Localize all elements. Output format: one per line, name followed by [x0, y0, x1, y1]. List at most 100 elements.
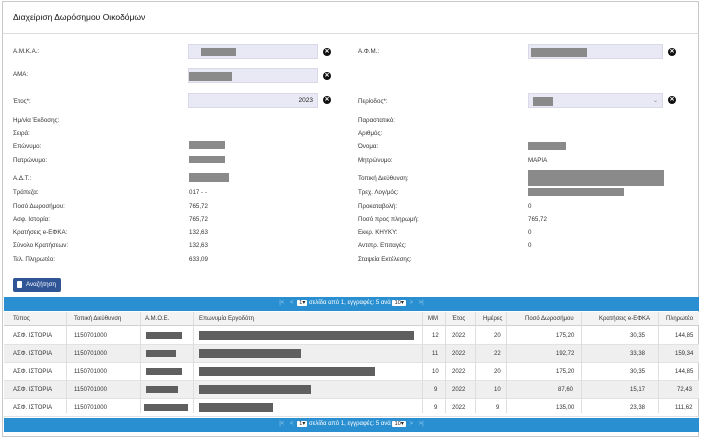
clear-year-icon[interactable]: ✕ [323, 96, 331, 104]
column-divider [140, 312, 141, 413]
redacted-employer [199, 385, 311, 394]
ama-field[interactable] [188, 68, 318, 83]
bonus-amount-label: Ποσό Δωροσήμου: [13, 203, 65, 210]
total-deductions-value: 132,63 [189, 242, 208, 249]
cell-days: 10 [494, 387, 501, 393]
pagination-text: σελίδα από 1, εγγραφές: 5 ανά [309, 421, 391, 427]
checks-value: 0 [528, 242, 532, 249]
chevron-down-icon: ⌄ [652, 98, 658, 104]
cell-type: ΑΣΦ. ΙΣΤΟΡΙΑ [13, 333, 53, 339]
redacted-value [201, 48, 236, 56]
clear-period-icon[interactable]: ✕ [668, 96, 676, 104]
next-page-icon[interactable]: > [409, 421, 413, 427]
cell-type: ΑΣΦ. ΙΣΤΟΡΙΑ [13, 387, 53, 393]
checks-label: Αντιπρ. Επιταγές: [358, 242, 407, 249]
efka-deductions-label: Κρατήσεις e-ΕΦΚΑ: [13, 229, 68, 236]
bonus-amount-value: 765,72 [189, 203, 208, 210]
cell-local-office: 1150701000 [74, 333, 107, 339]
redacted-local-office [528, 170, 664, 186]
col-efka-deductions[interactable]: Κρατήσεις e-ΕΦΚΑ [599, 316, 650, 322]
pagination-top: |< < 1▾ σελίδα από 1, εγγραφές: 5 ανά 10… [4, 297, 699, 311]
cell-local-office: 1150701000 [74, 387, 107, 393]
cell-payable: 144,85 [675, 333, 694, 339]
cell-year: 2022 [452, 387, 466, 393]
cell-month: 10 [432, 369, 439, 375]
column-divider [445, 312, 446, 413]
redacted-amoe [146, 332, 182, 339]
column-divider [66, 312, 67, 413]
cell-type: ΑΣΦ. ΙΣΤΟΡΙΑ [13, 405, 53, 411]
cell-deductions: 15,17 [630, 387, 646, 393]
cell-amount: 87,60 [558, 387, 574, 393]
prev-page-icon[interactable]: < [289, 300, 294, 306]
search-button[interactable]: Αναζήτηση [13, 278, 61, 292]
page-select[interactable]: 1▾ [297, 300, 308, 306]
pagination-text: σελίδα από 1, εγγραφές: 5 ανά [309, 300, 391, 306]
prev-page-icon[interactable]: < [289, 421, 294, 427]
cell-month: 11 [432, 351, 439, 357]
final-payable-label: Τελ. Πληρωτέο: [13, 256, 56, 263]
cell-local-office: 1150701000 [74, 405, 107, 411]
id-card-label: Α.Δ.Τ.: [13, 175, 32, 182]
redacted-employer [199, 349, 301, 358]
col-bonus-amount[interactable]: Ποσό Δωροσήμου [525, 316, 574, 322]
per-page-select[interactable]: 10▾ [392, 300, 406, 306]
redacted-id-card [189, 173, 229, 182]
page-select[interactable]: 1▾ [297, 421, 308, 427]
search-button-label: Αναζήτηση [26, 281, 56, 288]
redacted-amoe [146, 368, 182, 375]
cell-local-office: 1150701000 [74, 369, 107, 375]
table-row[interactable]: ΑΣΦ. ΙΣΤΟΡΙΑ 1150701000 11 2022 22 192,7… [4, 345, 699, 363]
cell-payable: 72,43 [677, 387, 693, 393]
year-field[interactable]: 2023 [188, 93, 318, 108]
surname-label: Επώνυμο: [13, 143, 42, 150]
local-office-label: Τοπική Διεύθυνση: [358, 175, 409, 182]
table-row[interactable]: ΑΣΦ. ΙΣΤΟΡΙΑ 1150701000 9 2022 9 135,00 … [4, 399, 699, 417]
afm-field[interactable] [528, 44, 663, 59]
first-page-icon[interactable]: |< [279, 300, 285, 306]
pending-debt-value: 0 [528, 229, 532, 236]
per-page-select[interactable]: 10▾ [392, 421, 406, 427]
table-row[interactable]: ΑΣΦ. ΙΣΤΟΡΙΑ 1150701000 12 2022 20 175,2… [4, 327, 699, 345]
col-month[interactable]: ΜΜ [428, 316, 438, 322]
redacted-father-name [189, 156, 225, 163]
clear-amka-icon[interactable]: ✕ [323, 48, 331, 56]
pagination-bottom: |< < 1▾ σελίδα από 1, εγγραφές: 5 ανά 10… [4, 418, 699, 432]
number-label: Αριθμός: [358, 130, 383, 137]
redacted-surname [189, 141, 225, 149]
clear-afm-icon[interactable]: ✕ [668, 48, 676, 56]
efka-deductions-value: 132,63 [189, 229, 208, 236]
pending-debt-label: Εκκρ. ΚΗΥΚΥ: [358, 229, 398, 236]
mother-name-value: ΜΑΡΙΑ [528, 157, 548, 164]
col-payable[interactable]: Πληρωτέο [666, 316, 694, 322]
amka-field[interactable] [188, 44, 318, 59]
table-row[interactable]: ΑΣΦ. ΙΣΤΟΡΙΑ 1150701000 9 2022 10 87,60 … [4, 381, 699, 399]
clear-ama-icon[interactable]: ✕ [323, 72, 331, 80]
father-name-label: Πατρώνυμο: [13, 157, 48, 164]
next-page-icon[interactable]: > [409, 300, 413, 306]
cell-deductions: 23,38 [630, 405, 646, 411]
cell-type: ΑΣΦ. ΙΣΤΟΡΙΑ [13, 369, 53, 375]
redacted-value [533, 97, 553, 106]
col-amoe[interactable]: Α.Μ.Ο.Ε. [145, 316, 170, 322]
col-type[interactable]: Τύπος [13, 316, 30, 322]
last-page-icon[interactable]: >| [418, 300, 424, 306]
last-page-icon[interactable]: >| [418, 421, 424, 427]
col-year[interactable]: Έτος [452, 316, 466, 322]
redacted-amoe [146, 350, 176, 357]
afm-label: Α.Φ.Μ.: [358, 48, 380, 55]
title-bar: Διαχείριση Δωρόσημου Οικοδόμων [3, 2, 698, 34]
cell-amount: 135,00 [556, 405, 575, 411]
insurance-history-value: 765,72 [189, 216, 208, 223]
ama-label: ΑΜΑ: [13, 71, 29, 78]
insurance-history-label: Ασφ. Ιστορία: [13, 216, 50, 223]
advance-label: Προκαταβολή: [358, 203, 398, 210]
col-employer[interactable]: Επωνυμία Εργοδότη [199, 316, 254, 322]
cell-amount: 192,72 [556, 351, 575, 357]
first-page-icon[interactable]: |< [279, 421, 285, 427]
period-select[interactable]: ⌄ [528, 93, 663, 108]
table-row[interactable]: ΑΣΦ. ΙΣΤΟΡΙΑ 1150701000 10 2022 20 175,2… [4, 363, 699, 381]
page-title: Διαχείριση Δωρόσημου Οικοδόμων [13, 12, 146, 22]
col-days[interactable]: Ημέρες [483, 316, 503, 322]
col-local-office[interactable]: Τοπική Διεύθυνση [74, 316, 122, 322]
